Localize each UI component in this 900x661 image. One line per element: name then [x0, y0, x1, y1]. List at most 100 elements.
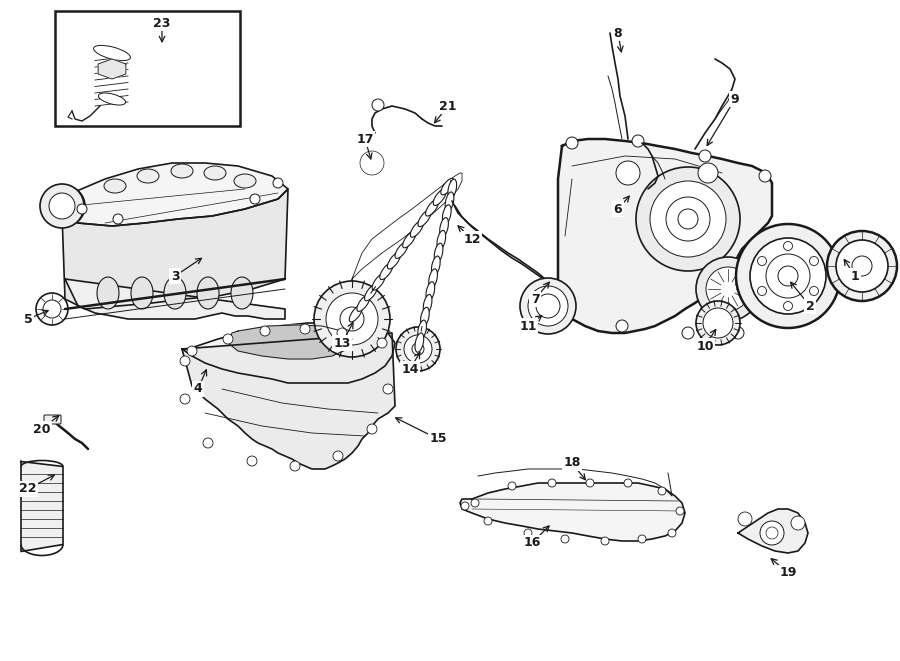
Text: 12: 12	[464, 233, 481, 245]
Ellipse shape	[423, 295, 432, 314]
Circle shape	[372, 99, 384, 111]
Circle shape	[300, 324, 310, 334]
Ellipse shape	[98, 93, 126, 105]
Circle shape	[658, 487, 666, 495]
Circle shape	[616, 161, 640, 185]
Circle shape	[732, 327, 744, 339]
Circle shape	[561, 535, 569, 543]
Text: 15: 15	[429, 432, 446, 446]
Circle shape	[758, 256, 767, 266]
Circle shape	[377, 338, 387, 348]
Circle shape	[668, 529, 676, 537]
Polygon shape	[182, 323, 395, 383]
Ellipse shape	[373, 274, 385, 290]
Ellipse shape	[410, 221, 423, 237]
Circle shape	[784, 301, 793, 311]
Text: 13: 13	[333, 336, 351, 350]
Circle shape	[203, 438, 213, 448]
Circle shape	[760, 521, 784, 545]
Circle shape	[340, 307, 364, 331]
Ellipse shape	[426, 282, 435, 301]
Ellipse shape	[395, 242, 408, 258]
Circle shape	[676, 507, 684, 515]
Ellipse shape	[131, 277, 153, 309]
Circle shape	[484, 517, 492, 525]
Circle shape	[508, 482, 516, 490]
Ellipse shape	[441, 178, 454, 195]
Circle shape	[290, 461, 300, 471]
Circle shape	[524, 529, 532, 537]
Polygon shape	[98, 59, 126, 79]
Polygon shape	[182, 333, 395, 469]
Circle shape	[736, 224, 840, 328]
Text: 22: 22	[19, 483, 37, 496]
Ellipse shape	[448, 179, 456, 198]
Circle shape	[471, 499, 479, 507]
Circle shape	[536, 294, 560, 318]
Circle shape	[758, 286, 767, 295]
Ellipse shape	[387, 253, 400, 269]
Circle shape	[791, 516, 805, 530]
Text: 8: 8	[614, 26, 622, 40]
Circle shape	[750, 238, 826, 314]
Ellipse shape	[94, 46, 130, 61]
Circle shape	[187, 346, 197, 356]
Ellipse shape	[451, 180, 454, 183]
FancyBboxPatch shape	[44, 415, 61, 424]
Circle shape	[698, 163, 718, 183]
Text: 5: 5	[23, 313, 32, 325]
Ellipse shape	[380, 263, 393, 280]
Circle shape	[180, 356, 190, 366]
Text: 1: 1	[850, 270, 860, 282]
Text: 10: 10	[697, 340, 714, 352]
Text: 6: 6	[614, 202, 622, 215]
Circle shape	[360, 151, 384, 175]
Circle shape	[696, 301, 740, 345]
Circle shape	[314, 281, 390, 357]
Circle shape	[682, 327, 694, 339]
Circle shape	[53, 194, 77, 218]
Ellipse shape	[231, 277, 253, 309]
Ellipse shape	[234, 174, 256, 188]
Ellipse shape	[197, 277, 219, 309]
Circle shape	[364, 155, 380, 171]
Ellipse shape	[418, 210, 431, 227]
Circle shape	[809, 286, 818, 295]
Ellipse shape	[434, 243, 443, 262]
Circle shape	[383, 384, 393, 394]
Polygon shape	[62, 163, 288, 226]
Text: 9: 9	[731, 93, 739, 106]
Circle shape	[638, 535, 646, 543]
Ellipse shape	[171, 164, 193, 178]
Polygon shape	[738, 509, 808, 553]
Circle shape	[762, 270, 774, 282]
Circle shape	[250, 194, 260, 204]
Text: 11: 11	[519, 319, 536, 332]
Circle shape	[77, 204, 87, 214]
Polygon shape	[228, 325, 352, 359]
Circle shape	[699, 150, 711, 162]
Ellipse shape	[431, 256, 440, 276]
Circle shape	[40, 184, 84, 228]
Ellipse shape	[418, 320, 427, 340]
Text: 17: 17	[356, 132, 374, 145]
Circle shape	[706, 267, 750, 311]
Ellipse shape	[349, 305, 363, 322]
Ellipse shape	[436, 231, 446, 250]
Text: 16: 16	[523, 537, 541, 549]
Text: 21: 21	[439, 100, 457, 112]
Circle shape	[632, 135, 644, 147]
Circle shape	[586, 479, 594, 487]
Circle shape	[616, 320, 628, 332]
Text: 20: 20	[33, 422, 50, 436]
Circle shape	[520, 278, 576, 334]
Ellipse shape	[97, 277, 119, 309]
Circle shape	[738, 512, 752, 526]
Polygon shape	[21, 461, 63, 551]
Circle shape	[703, 308, 733, 338]
Ellipse shape	[443, 205, 451, 224]
Ellipse shape	[204, 166, 226, 180]
Circle shape	[223, 334, 233, 344]
Ellipse shape	[164, 277, 186, 309]
Circle shape	[326, 293, 378, 345]
